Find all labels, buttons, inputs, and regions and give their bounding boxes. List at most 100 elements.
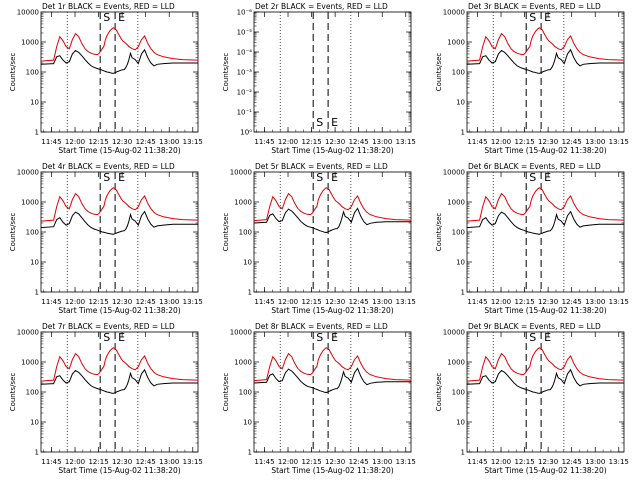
y-tick-label: 10000: [17, 169, 39, 177]
x-tick-label: 13:15: [609, 138, 629, 146]
x-tick-label: 13:15: [183, 458, 203, 466]
y-tick-label: 1000: [234, 199, 252, 207]
y-tick-label: 1000: [21, 199, 39, 207]
y-tick-label: 10000: [443, 329, 465, 337]
x-axis-label: Start Time (15-Aug-02 11:38:20): [58, 146, 180, 155]
x-axis-label: Start Time (15-Aug-02 11:38:20): [271, 466, 393, 475]
marker-label-e: E: [544, 171, 551, 184]
y-tick-label: 1000: [234, 359, 252, 367]
x-tick-label: 13:15: [396, 138, 416, 146]
panel-det-4: Det 4r BLACK = Events, RED = LLD 11:45 12:…: [9, 162, 203, 315]
y-tick-label: 10⁻⁶: [237, 9, 253, 17]
y-tick-label: 10⁰: [240, 129, 252, 137]
x-tick-label: 13:00: [372, 298, 392, 306]
y-tick-label: 10000: [230, 169, 252, 177]
x-tick-label: 13:00: [585, 458, 605, 466]
y-tick-label: 10⁻³: [237, 69, 253, 77]
series-line-lld: [40, 187, 199, 222]
y-tick-label: 10: [30, 259, 39, 267]
panel-title: Det 7r BLACK = Events, RED = LLD: [42, 322, 175, 331]
y-tick-label: 10: [243, 259, 252, 267]
x-tick-label: 12:30: [538, 458, 558, 466]
panel-det-6: Det 6r BLACK = Events, RED = LLD 11:45 12:…: [435, 162, 629, 315]
x-tick-label: 12:00: [491, 138, 511, 146]
panel-title: Det 2r BLACK = Events, RED = LLD: [255, 2, 388, 11]
y-tick-label: 1000: [447, 39, 465, 47]
panel-title: Det 6r BLACK = Events, RED = LLD: [468, 162, 601, 171]
x-tick-label: 12:30: [112, 298, 132, 306]
marker-label-e: E: [118, 171, 125, 184]
y-axis-label: Counts/sec: [435, 373, 443, 412]
x-tick-label: 12:00: [65, 458, 85, 466]
x-tick-label: 12:00: [278, 138, 298, 146]
x-tick-label: 12:00: [278, 298, 298, 306]
x-tick-label: 11:45: [254, 138, 274, 146]
y-tick-label: 1: [248, 449, 252, 457]
x-tick-label: 12:45: [349, 138, 369, 146]
series-line-lld: [40, 347, 199, 382]
y-tick-label: 10⁻²: [237, 89, 253, 97]
x-tick-label: 12:15: [514, 458, 534, 466]
plot-frame: [40, 331, 199, 453]
x-tick-label: 12:30: [112, 138, 132, 146]
y-tick-label: 1000: [21, 39, 39, 47]
series-line-events: [40, 210, 198, 235]
x-tick-label: 12:30: [325, 138, 345, 146]
y-tick-label: 100: [26, 389, 39, 397]
x-tick-label: 13:00: [585, 298, 605, 306]
y-tick-label: 10000: [443, 169, 465, 177]
x-tick-label: 12:00: [491, 298, 511, 306]
x-tick-label: 12:00: [65, 138, 85, 146]
x-tick-label: 12:45: [349, 298, 369, 306]
plot-frame: [253, 331, 412, 453]
marker-label-s: S: [316, 171, 323, 184]
x-tick-label: 12:15: [514, 298, 534, 306]
panel-det-9: Det 9r BLACK = Events, RED = LLD 11:45 12:…: [435, 322, 629, 475]
x-tick-label: 12:30: [538, 138, 558, 146]
y-tick-label: 1: [35, 289, 39, 297]
panel-det-8: Det 8r BLACK = Events, RED = LLD 11:45 12:…: [222, 322, 416, 475]
marker-label-e: E: [118, 331, 125, 344]
x-tick-label: 11:45: [41, 298, 61, 306]
x-tick-label: 11:45: [254, 458, 274, 466]
x-axis-label: Start Time (15-Aug-02 11:38:20): [271, 146, 393, 155]
series-line-events: [40, 368, 198, 394]
y-tick-label: 1: [461, 129, 465, 137]
panel-title: Det 9r BLACK = Events, RED = LLD: [468, 322, 601, 331]
y-tick-label: 100: [239, 229, 252, 237]
y-tick-label: 100: [452, 389, 465, 397]
y-tick-label: 1: [461, 289, 465, 297]
x-axis-label: Start Time (15-Aug-02 11:38:20): [271, 306, 393, 315]
y-axis-label: Counts/sec: [222, 373, 230, 412]
y-tick-label: 1000: [447, 359, 465, 367]
panel-det-7: Det 7r BLACK = Events, RED = LLD 11:45 12:…: [9, 322, 203, 475]
marker-label-s: S: [316, 116, 323, 129]
x-tick-label: 12:15: [88, 458, 108, 466]
marker-label-s: S: [529, 171, 536, 184]
y-axis-label: Counts/sec: [222, 53, 230, 92]
x-axis-label: Start Time (15-Aug-02 11:38:20): [484, 146, 606, 155]
panel-det-1: Det 1r BLACK = Events, RED = LLD 11:45 12:…: [9, 2, 203, 155]
x-tick-label: 12:15: [301, 458, 321, 466]
x-tick-label: 11:45: [467, 298, 487, 306]
x-tick-label: 12:30: [325, 298, 345, 306]
panel-title: Det 4r BLACK = Events, RED = LLD: [42, 162, 175, 171]
panel-title: Det 1r BLACK = Events, RED = LLD: [42, 2, 175, 11]
y-tick-label: 1: [35, 449, 39, 457]
marker-label-e: E: [331, 331, 338, 344]
x-tick-label: 12:15: [301, 298, 321, 306]
series-line-lld: [253, 187, 412, 222]
marker-label-s: S: [103, 11, 110, 24]
x-tick-label: 13:00: [159, 298, 179, 306]
plot-frame: [253, 11, 412, 133]
marker-label-s: S: [529, 11, 536, 24]
x-tick-label: 11:45: [41, 458, 61, 466]
y-axis-label: Counts/sec: [222, 213, 230, 252]
marker-label-s: S: [529, 331, 536, 344]
panel-title: Det 8r BLACK = Events, RED = LLD: [255, 322, 388, 331]
series-line-lld: [40, 27, 199, 62]
y-tick-label: 100: [26, 69, 39, 77]
plot-frame: [466, 11, 625, 133]
y-tick-label: 100: [239, 389, 252, 397]
